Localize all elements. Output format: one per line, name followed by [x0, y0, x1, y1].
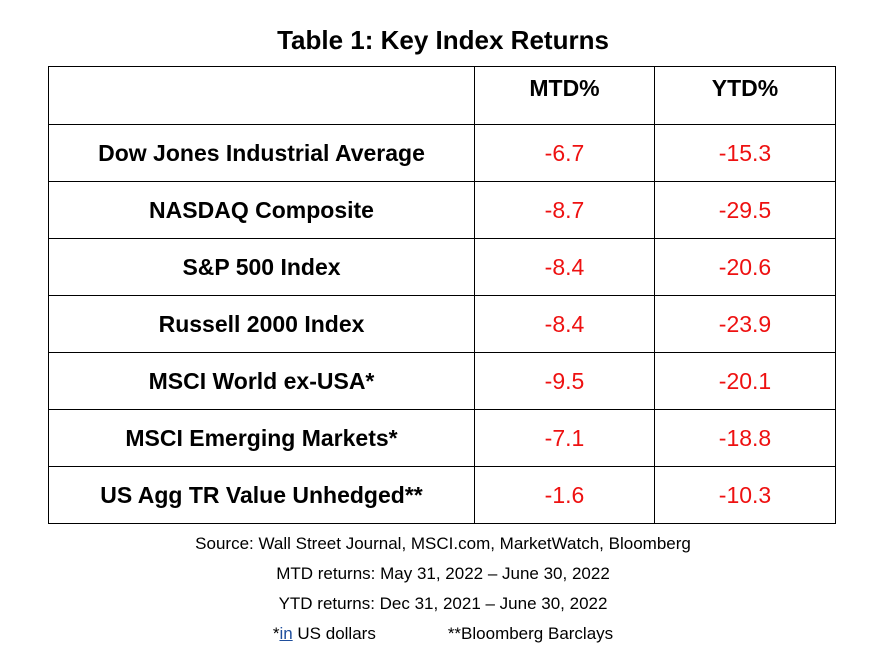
mtd-value-cell: -8.7	[474, 181, 655, 239]
index-name-cell: MSCI World ex-USA*	[48, 352, 475, 410]
mtd-value-cell: -7.1	[474, 409, 655, 467]
mtd-value-cell: -6.7	[474, 124, 655, 182]
ytd-value-cell: -15.3	[654, 124, 836, 182]
index-name-cell: US Agg TR Value Unhedged**	[48, 466, 475, 524]
header-cell-index	[48, 66, 475, 125]
table-row: Russell 2000 Index -8.4 -23.9	[48, 295, 836, 353]
table-row: NASDAQ Composite -8.7 -29.5	[48, 181, 836, 239]
table-row: MSCI Emerging Markets* -7.1 -18.8	[48, 409, 836, 467]
ytd-value-cell: -23.9	[654, 295, 836, 353]
mtd-range-note: MTD returns: May 31, 2022 – June 30, 202…	[276, 564, 610, 583]
index-name-cell: NASDAQ Composite	[48, 181, 475, 239]
table-header-row: MTD% YTD%	[48, 66, 836, 125]
index-name-cell: MSCI Emerging Markets*	[48, 409, 475, 467]
mtd-value-cell: -8.4	[474, 295, 655, 353]
mtd-value-cell: -8.4	[474, 238, 655, 296]
index-name-cell: S&P 500 Index	[48, 238, 475, 296]
footnotes-line: *in US dollars **Bloomberg Barclays	[0, 619, 886, 649]
mtd-value-cell: -1.6	[474, 466, 655, 524]
footnote-1-link[interactable]: in	[279, 624, 293, 643]
table-row: US Agg TR Value Unhedged** -1.6 -10.3	[48, 466, 836, 524]
footnote-1-text: US dollars	[292, 624, 376, 643]
ytd-value-cell: -29.5	[654, 181, 836, 239]
footnote-2-text: **Bloomberg Barclays	[447, 624, 614, 643]
index-returns-table: MTD% YTD% Dow Jones Industrial Average -…	[48, 66, 836, 524]
header-cell-mtd: MTD%	[474, 66, 655, 125]
ytd-value-cell: -18.8	[654, 409, 836, 467]
ytd-value-cell: -10.3	[654, 466, 836, 524]
index-name-cell: Dow Jones Industrial Average	[48, 124, 475, 182]
ytd-value-cell: -20.6	[654, 238, 836, 296]
header-cell-ytd: YTD%	[654, 66, 836, 125]
table-row: Dow Jones Industrial Average -6.7 -15.3	[48, 124, 836, 182]
index-name-cell: Russell 2000 Index	[48, 295, 475, 353]
table-notes: Source: Wall Street Journal, MSCI.com, M…	[0, 529, 886, 649]
ytd-value-cell: -20.1	[654, 352, 836, 410]
footnote-1-marker: *	[272, 624, 280, 643]
ytd-range-note: YTD returns: Dec 31, 2021 – June 30, 202…	[278, 594, 608, 613]
mtd-value-cell: -9.5	[474, 352, 655, 410]
table-title: Table 1: Key Index Returns	[277, 25, 609, 55]
table-row: MSCI World ex-USA* -9.5 -20.1	[48, 352, 836, 410]
table-row: S&P 500 Index -8.4 -20.6	[48, 238, 836, 296]
source-note: Source: Wall Street Journal, MSCI.com, M…	[195, 534, 691, 553]
